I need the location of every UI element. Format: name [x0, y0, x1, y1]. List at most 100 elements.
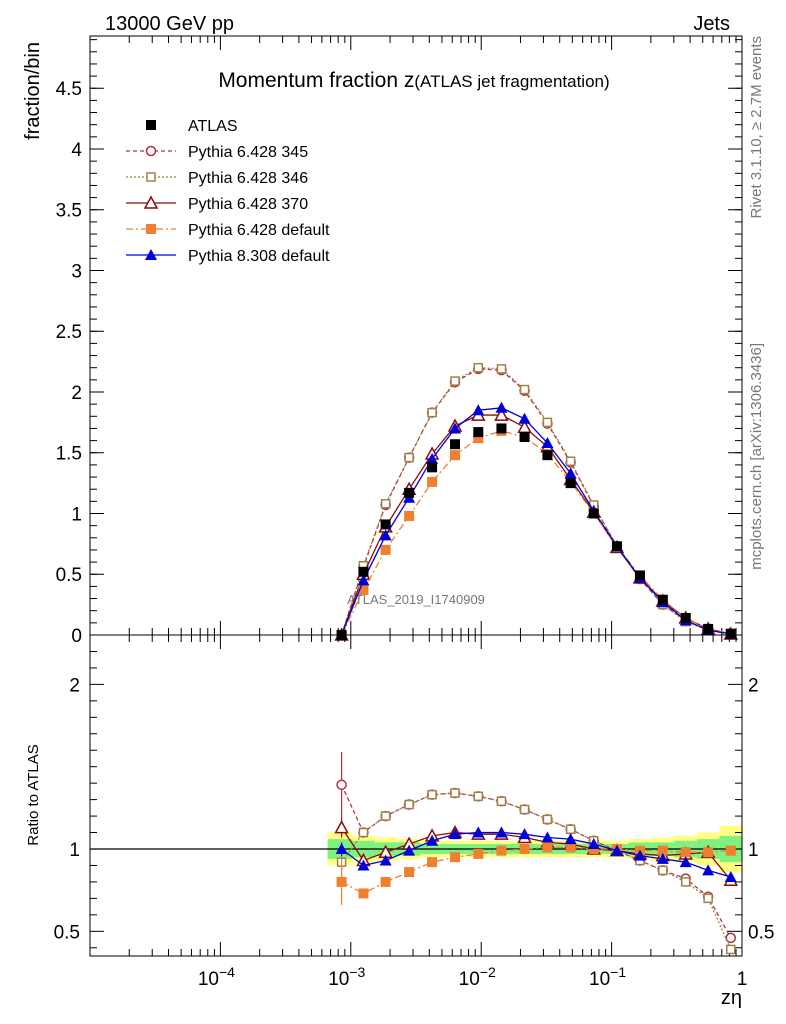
- ratio-point: [473, 848, 484, 859]
- ratio-point: [450, 852, 461, 863]
- data-point: [472, 404, 485, 416]
- y-tick-label: 2.5: [56, 322, 82, 343]
- ratio-point: [587, 838, 600, 850]
- main-title: Momentum fraction z(ATLAS jet fragmentat…: [218, 69, 609, 92]
- data-point: [357, 574, 370, 586]
- y-tick-label-right: 1: [748, 840, 759, 861]
- data-point: [657, 594, 668, 605]
- ratio-point: [726, 944, 736, 955]
- x-axis-label: zη: [721, 987, 742, 1009]
- ratio-point: [610, 844, 623, 856]
- legend-marker: [146, 120, 156, 130]
- ratio-point: [334, 820, 349, 834]
- legend-marker: [145, 249, 157, 260]
- x-tick-label: 1: [737, 969, 748, 990]
- ratio-point: [379, 854, 392, 866]
- y-tick-label: 1: [69, 840, 80, 861]
- ratio-point: [680, 847, 691, 858]
- data-point: [358, 585, 369, 596]
- x-tick-label: 10−2: [459, 964, 496, 990]
- ratio-point: [358, 827, 369, 838]
- ratio-point: [658, 865, 668, 876]
- data-point: [496, 364, 507, 374]
- ratio-point: [450, 788, 460, 798]
- data-point: [450, 439, 461, 450]
- data-point: [611, 541, 622, 552]
- y-tick-label: 0: [71, 626, 82, 647]
- watermark: ATLAS_2019_I1740909: [347, 592, 485, 607]
- y-label-main: fraction/bin: [22, 42, 44, 140]
- ratio-plot: 10−4 10−3 10−2 10−1 1 0.5 0.5 1 1 2 2: [54, 634, 774, 990]
- y-tick-label: 3.5: [56, 201, 82, 222]
- data-point: [380, 519, 391, 530]
- legend-label: Pythia 6.428 370: [188, 196, 308, 213]
- ratio-point: [542, 814, 553, 825]
- main-title-sub: (ATLAS jet fragmentation): [414, 72, 609, 91]
- ratio-point: [564, 833, 577, 845]
- main-plot: 0 0.5 1 1.5 2 2.5 3 3.5 4 4.5: [56, 35, 743, 647]
- ratio-frame: [89, 634, 743, 957]
- ratio-point: [703, 847, 714, 858]
- legend-label: ATLAS: [188, 118, 238, 135]
- side-rivet-label: Rivet 3.1.10, ≥ 2.7M events: [748, 36, 765, 219]
- data-point: [680, 612, 691, 623]
- ratio-point: [542, 842, 553, 853]
- data-point: [496, 423, 507, 434]
- data-point: [473, 427, 484, 438]
- x-tick-exponent: −1: [610, 964, 626, 980]
- data-point: [449, 422, 462, 434]
- ratio-point: [657, 845, 668, 856]
- legend: ATLAS Pythia 6.428 345 Pythia 6.428 346 Pyt…: [126, 118, 330, 265]
- ratio-point: [472, 826, 485, 838]
- ratio-point: [541, 831, 554, 843]
- ratio-point: [495, 826, 508, 838]
- x-tick-exponent: −3: [349, 964, 365, 980]
- y-tick-label: 4: [71, 140, 82, 161]
- data-point: [494, 407, 509, 421]
- data-point: [379, 529, 392, 541]
- data-point: [404, 487, 415, 498]
- data-point: [358, 566, 369, 577]
- data-point: [565, 478, 576, 489]
- ratio-point: [519, 844, 530, 854]
- data-point: [542, 450, 553, 461]
- data-point: [518, 412, 531, 424]
- data-point: [519, 384, 530, 395]
- y-tick-label-right: 2: [748, 675, 759, 696]
- legend-label: Pythia 8.308 default: [188, 248, 330, 265]
- data-point: [380, 544, 391, 555]
- ratio-point: [473, 791, 484, 802]
- data-point: [427, 462, 438, 473]
- ratio-point: [427, 857, 438, 868]
- ratio-point: [404, 867, 415, 878]
- x-tick-label: 10−1: [589, 964, 626, 990]
- ratio-line: [341, 792, 732, 950]
- header-right: Jets: [693, 13, 730, 35]
- data-point: [703, 623, 714, 634]
- ratio-point: [656, 852, 669, 864]
- data-point: [473, 433, 484, 444]
- y-tick-label: 2: [69, 675, 80, 696]
- ratio-point: [702, 864, 715, 876]
- y-tick-label: 1.5: [56, 444, 82, 465]
- data-point: [495, 401, 508, 413]
- ratio-point: [357, 859, 370, 871]
- side-mcplots-label: mcplots.cern.ch [arXiv:1306.3436]: [748, 343, 765, 570]
- legend-marker: [143, 195, 159, 209]
- legend-marker: [145, 145, 157, 157]
- ratio-point: [518, 828, 531, 840]
- ratio-point: [335, 843, 348, 854]
- legend-marker: [146, 172, 156, 182]
- y-tick-label-right: 0.5: [748, 922, 774, 943]
- ratio-point: [680, 877, 691, 887]
- series-line: [341, 430, 731, 636]
- ratio-point: [679, 856, 692, 868]
- data-point: [427, 407, 437, 418]
- data-point: [404, 510, 415, 521]
- data-point: [541, 437, 554, 449]
- y-tick-label: 0.5: [54, 922, 80, 943]
- data-point: [725, 628, 736, 639]
- x-tick-label: 10−3: [328, 964, 365, 990]
- legend-marker: [146, 224, 156, 234]
